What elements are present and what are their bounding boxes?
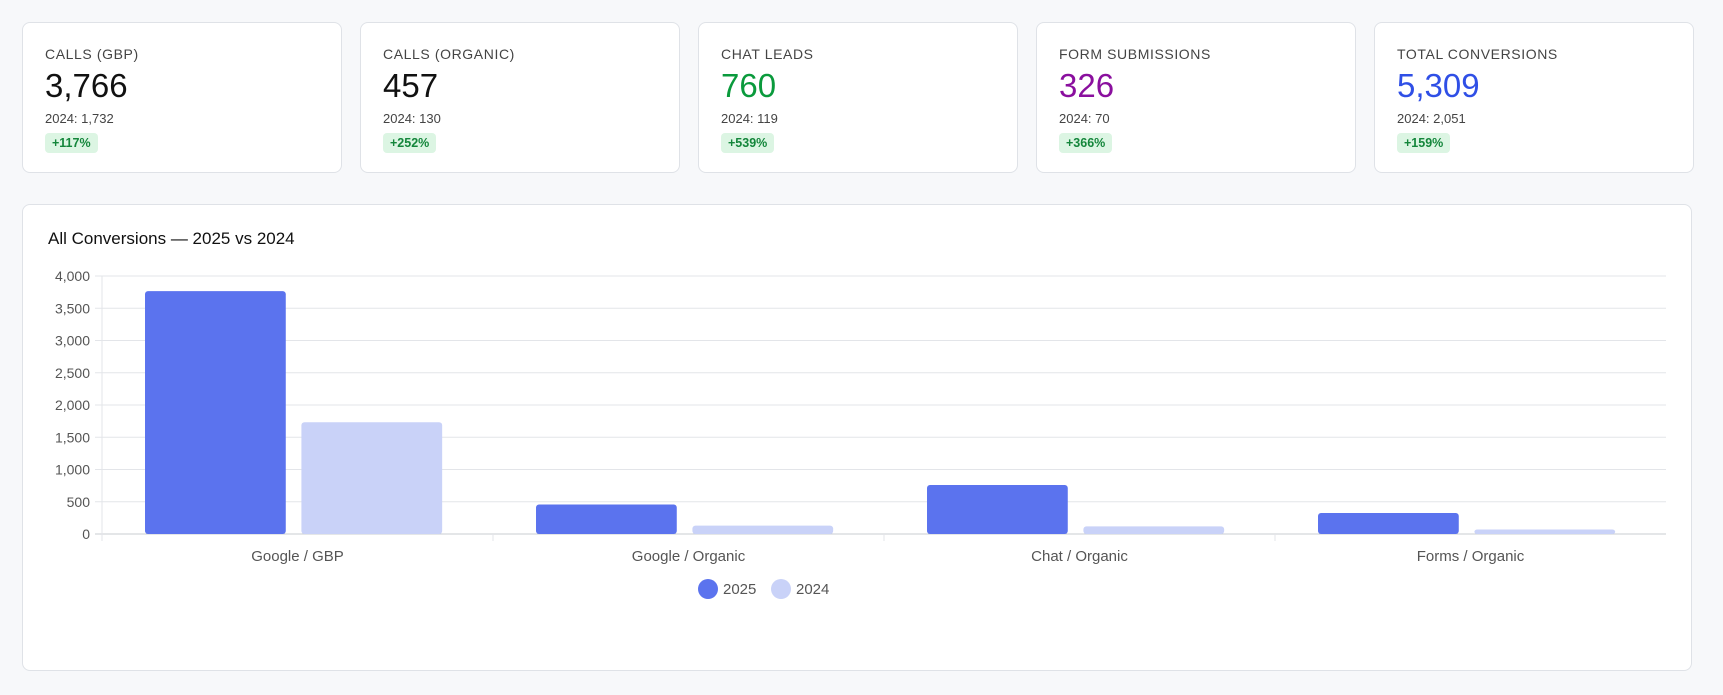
- legend-label-2025: 2025: [723, 581, 756, 598]
- legend-label-2024: 2024: [796, 581, 829, 598]
- kpi-value: 457: [383, 67, 439, 104]
- y-tick-label: 3,500: [55, 300, 90, 316]
- kpi-label: FORM SUBMISSIONS: [1059, 46, 1211, 62]
- kpi-card-chat-leads: CHAT LEADS 760 2024: 119 +539%: [698, 22, 1018, 173]
- kpi-label: TOTAL CONVERSIONS: [1397, 46, 1558, 62]
- kpi-card-total-conversions: TOTAL CONVERSIONS 5,309 2024: 2,051 +159…: [1374, 22, 1694, 173]
- kpi-value: 5,309: [1397, 67, 1480, 104]
- kpi-card-calls-organic: CALLS (ORGANIC) 457 2024: 130 +252%: [360, 22, 680, 173]
- bar-2025-0: [145, 291, 286, 534]
- kpi-card-form-submissions: FORM SUBMISSIONS 326 2024: 70 +366%: [1036, 22, 1356, 173]
- kpi-value: 3,766: [45, 67, 128, 104]
- x-category-label: Google / Organic: [632, 548, 746, 565]
- legend-swatch-2024: [771, 579, 791, 599]
- bar-2025-1: [536, 504, 677, 534]
- legend-swatch-2025: [698, 579, 718, 599]
- kpi-card-calls-gbp: CALLS (GBP) 3,766 2024: 1,732 +117%: [22, 22, 342, 173]
- bar-2024-0: [301, 422, 443, 534]
- kpi-change-badge: +539%: [721, 133, 775, 153]
- kpi-change-badge: +159%: [1397, 133, 1451, 153]
- kpi-previous-year: 2024: 70: [1059, 111, 1110, 126]
- y-tick-label: 2,500: [55, 365, 90, 381]
- kpi-change-badge: +117%: [45, 133, 98, 153]
- kpi-previous-year: 2024: 1,732: [45, 111, 114, 126]
- x-category-label: Forms / Organic: [1417, 548, 1525, 565]
- kpi-change-badge: +252%: [383, 133, 437, 153]
- y-tick-label: 1,000: [55, 462, 90, 478]
- y-tick-label: 500: [67, 494, 91, 510]
- kpi-previous-year: 2024: 2,051: [1397, 111, 1466, 126]
- bar-2025-2: [927, 484, 1068, 534]
- kpi-label: CALLS (ORGANIC): [383, 46, 515, 62]
- kpi-label: CHAT LEADS: [721, 46, 814, 62]
- bar-2025-3: [1318, 512, 1459, 534]
- kpi-previous-year: 2024: 119: [721, 111, 778, 126]
- bar-chart: 0 500 1,000 1,500 2,000 2,500 3,000 3,500 4,000 G…: [55, 268, 1666, 599]
- bar-2024-2: [1083, 526, 1225, 534]
- kpi-label: CALLS (GBP): [45, 46, 139, 62]
- y-tick-label: 0: [82, 526, 90, 542]
- kpi-value: 326: [1059, 67, 1115, 104]
- kpi-row: CALLS (GBP) 3,766 2024: 1,732 +117% CALL…: [22, 22, 1694, 173]
- x-category-label: Chat / Organic: [1031, 548, 1128, 565]
- y-tick-label: 2,000: [55, 397, 90, 413]
- y-tick-label: 1,500: [55, 429, 90, 445]
- bar-2024-3: [1474, 529, 1616, 534]
- kpi-previous-year: 2024: 130: [383, 111, 441, 126]
- kpi-value: 760: [721, 67, 777, 104]
- y-tick-label: 3,000: [55, 333, 90, 349]
- chart-title: All Conversions — 2025 vs 2024: [48, 229, 295, 248]
- x-category-label: Google / GBP: [251, 548, 344, 565]
- bar-2024-1: [692, 525, 834, 534]
- y-tick-label: 4,000: [55, 268, 90, 284]
- chart-card: All Conversions — 2025 vs 2024 0 500 1,000…: [22, 204, 1692, 671]
- kpi-change-badge: +366%: [1059, 133, 1113, 153]
